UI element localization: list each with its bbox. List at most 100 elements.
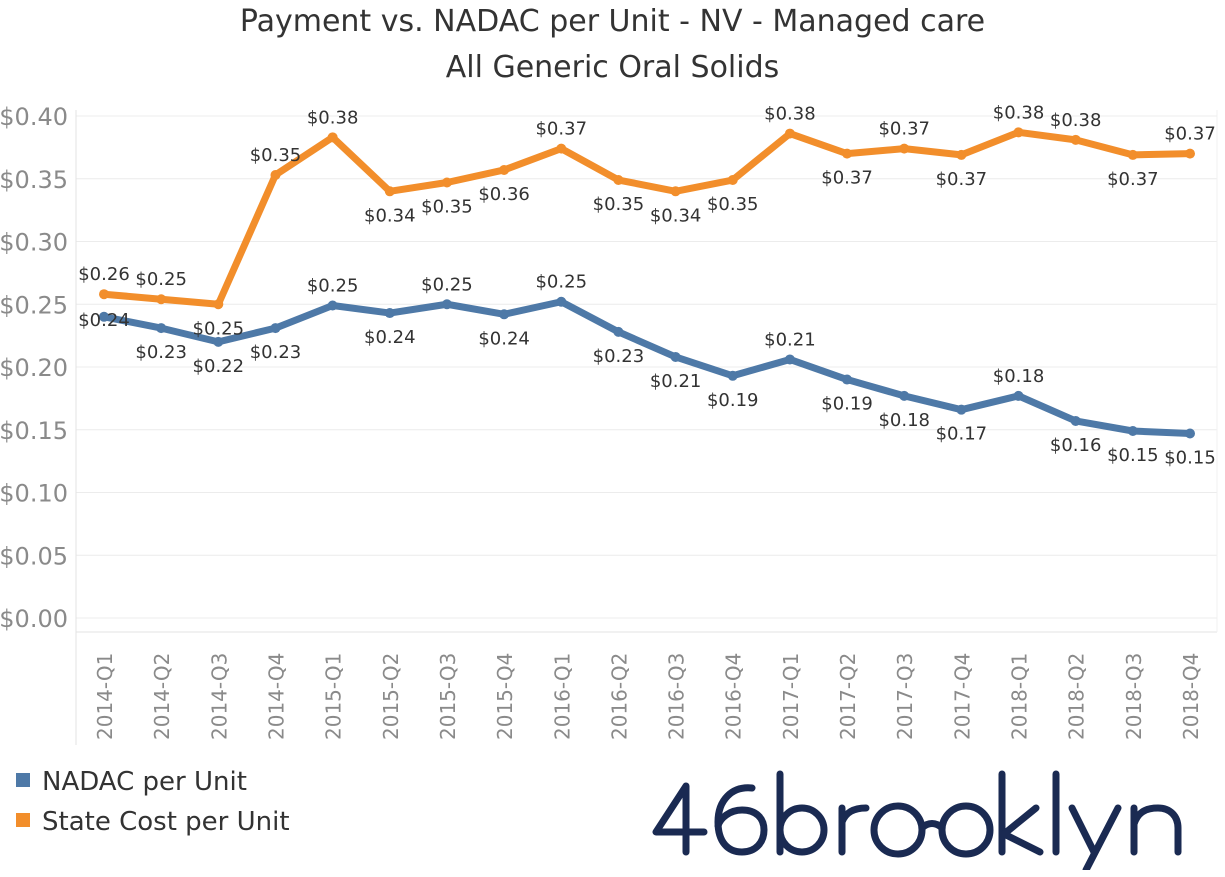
data-label: $0.37: [535, 119, 587, 140]
x-tick-label: 2014-Q2: [150, 653, 174, 740]
data-label: $0.19: [707, 390, 759, 411]
data-point: [727, 370, 738, 381]
y-tick-label: $0.15: [0, 417, 68, 445]
data-point: [956, 149, 967, 160]
data-point: [213, 336, 224, 347]
data-label: $0.18: [878, 410, 930, 431]
data-point: [327, 300, 338, 311]
data-point: [270, 323, 281, 334]
x-tick-label: 2018-Q3: [1122, 653, 1146, 740]
data-label: $0.23: [250, 342, 302, 363]
y-tick-label: $0.30: [0, 229, 68, 257]
data-label: $0.38: [307, 107, 359, 128]
data-label: $0.17: [936, 424, 988, 445]
data-label: $0.15: [1107, 445, 1159, 466]
y-tick-label: $0.10: [0, 480, 68, 508]
data-point: [899, 143, 910, 154]
data-label: $0.25: [535, 272, 587, 293]
data-point: [899, 390, 910, 401]
y-tick-label: $0.05: [0, 542, 68, 570]
data-point: [1127, 426, 1138, 437]
x-tick-label: 2015-Q1: [322, 653, 346, 740]
data-point: [670, 186, 681, 197]
data-point: [842, 148, 853, 159]
data-label: $0.23: [593, 346, 645, 367]
data-point: [613, 175, 624, 186]
data-point: [1070, 415, 1081, 426]
data-point: [156, 323, 167, 334]
x-tick-label: 2017-Q3: [893, 653, 917, 740]
data-point: [670, 351, 681, 362]
x-tick-label: 2018-Q2: [1065, 653, 1089, 740]
data-point: [213, 299, 224, 310]
data-label: $0.24: [478, 328, 530, 349]
data-point: [499, 164, 510, 175]
data-label: $0.35: [250, 145, 302, 166]
x-tick-label: 2014-Q4: [264, 653, 288, 740]
data-point: [384, 186, 395, 197]
legend-swatch-state-cost: [16, 812, 30, 827]
data-point: [1185, 148, 1195, 159]
x-tick-label: 2014-Q3: [207, 653, 231, 740]
x-tick-label: 2016-Q3: [665, 653, 689, 740]
x-tick-label: 2015-Q2: [379, 653, 403, 740]
data-point: [99, 289, 109, 300]
data-label: $0.35: [421, 197, 473, 218]
x-tick-label: 2018-Q1: [1008, 653, 1032, 740]
data-label: $0.35: [707, 194, 759, 215]
data-point: [156, 294, 167, 305]
data-point: [1070, 134, 1081, 145]
data-label: $0.34: [650, 205, 702, 226]
data-label: $0.21: [764, 329, 816, 350]
brand-logo: [652, 770, 1182, 870]
data-point: [727, 175, 738, 186]
data-label: $0.21: [650, 371, 702, 392]
data-point: [842, 374, 853, 385]
chart-subtitle: All Generic Oral Solids: [445, 50, 780, 85]
data-point: [1013, 390, 1024, 401]
x-tick-label: 2016-Q1: [550, 653, 574, 740]
x-tick-label: 2015-Q3: [436, 653, 460, 740]
data-label: $0.25: [307, 276, 359, 297]
data-label: $0.22: [193, 356, 245, 377]
data-label: $0.38: [993, 102, 1045, 123]
data-point: [499, 309, 510, 320]
x-tick-label: 2015-Q4: [493, 653, 517, 740]
x-tick-label: 2014-Q1: [93, 653, 117, 740]
data-point: [956, 404, 967, 415]
data-point: [441, 299, 452, 310]
legend-label-nadac: NADAC per Unit: [42, 767, 247, 797]
data-label: $0.37: [1107, 169, 1159, 190]
y-tick-label: $0.00: [0, 605, 68, 633]
legend-swatch-nadac: [16, 772, 30, 787]
data-point: [270, 169, 281, 180]
data-label: $0.23: [135, 342, 187, 363]
data-label: $0.34: [364, 205, 416, 226]
legend-item-state-cost[interactable]: State Cost per Unit: [16, 807, 290, 837]
data-point: [441, 177, 452, 188]
legend-label-state-cost: State Cost per Unit: [42, 807, 290, 837]
data-label: $0.37: [878, 119, 930, 140]
chart-title: Payment vs. NADAC per Unit - NV - Manage…: [239, 4, 986, 39]
data-label: $0.15: [1164, 448, 1216, 469]
data-point: [613, 326, 624, 337]
data-label: $0.25: [135, 269, 187, 290]
data-point: [327, 132, 338, 143]
legend-item-nadac[interactable]: NADAC per Unit: [16, 767, 247, 797]
data-label: $0.19: [821, 394, 873, 415]
x-tick-label: 2017-Q2: [836, 653, 860, 740]
x-tick-label: 2017-Q1: [779, 653, 803, 740]
data-point: [784, 354, 795, 365]
y-tick-label: $0.25: [0, 291, 68, 319]
x-tick-label: 2016-Q2: [607, 653, 631, 740]
data-point: [1127, 149, 1138, 160]
data-label: $0.38: [764, 104, 816, 125]
data-label: $0.37: [936, 169, 988, 190]
data-label: $0.36: [478, 184, 530, 205]
data-point: [1013, 127, 1024, 138]
series-line-state-cost: [100, 128, 1194, 308]
data-label: $0.37: [821, 168, 873, 189]
x-tick-label: 2016-Q4: [722, 653, 746, 740]
data-label: $0.18: [993, 366, 1045, 387]
